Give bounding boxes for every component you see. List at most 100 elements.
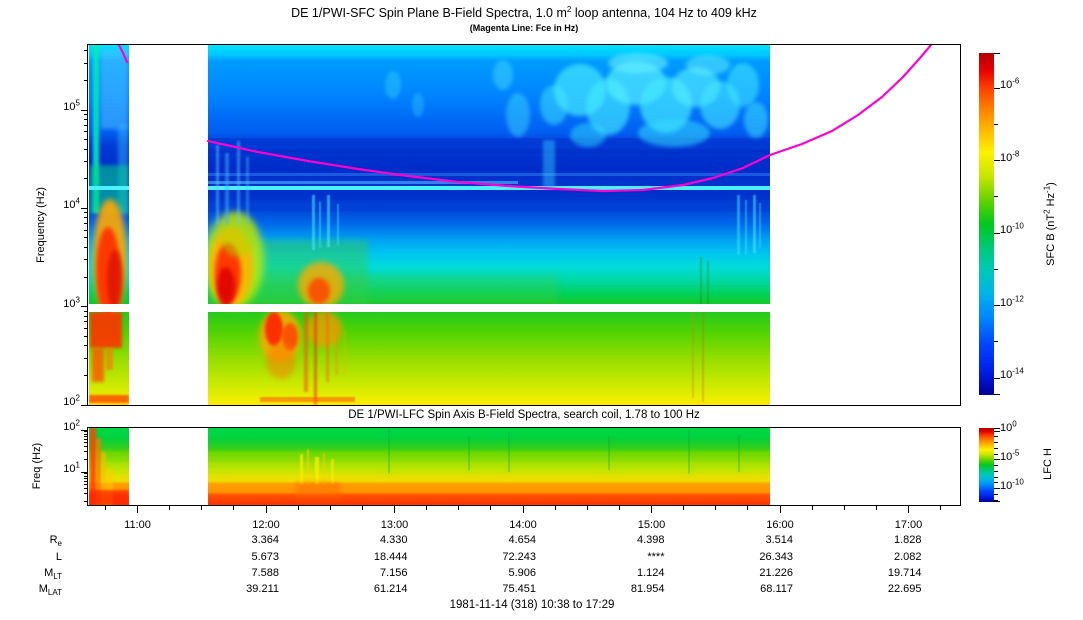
time-tick-label: 15:00 bbox=[637, 519, 666, 531]
spectrogram-feature bbox=[638, 119, 710, 147]
freq-minor-tick bbox=[84, 124, 88, 126]
spectrogram-feature bbox=[208, 275, 558, 305]
table-row-label: L bbox=[55, 551, 62, 563]
spectrogram-feature bbox=[540, 85, 568, 125]
time-minor-tick bbox=[169, 506, 171, 510]
table-cell: 81.954 bbox=[630, 583, 665, 595]
sfc-title: DE 1/PWI-SFC Spin Plane B-Field Spectra,… bbox=[291, 4, 757, 20]
time-tick-label: 12:00 bbox=[252, 519, 280, 531]
sfc-spectrogram-panel bbox=[87, 44, 961, 406]
sfc-colorbar bbox=[979, 53, 994, 395]
freq-minor-tick bbox=[84, 458, 88, 460]
table-cell: 19.714 bbox=[887, 567, 922, 579]
freq-minor-tick bbox=[84, 79, 88, 81]
exponent: -5 bbox=[1012, 448, 1020, 458]
spectrogram-feature bbox=[745, 200, 747, 255]
exponent: 0 bbox=[1012, 419, 1017, 429]
exponent: 5 bbox=[75, 98, 80, 108]
table-cell: 1.124 bbox=[636, 567, 665, 579]
time-minor-tick bbox=[715, 506, 717, 510]
freq-minor-tick bbox=[84, 148, 88, 150]
spectrogram-feature bbox=[266, 343, 296, 379]
spectrogram-feature bbox=[702, 312, 704, 402]
freq-minor-tick bbox=[84, 212, 88, 214]
time-minor-tick bbox=[618, 506, 620, 510]
exponent: -14 bbox=[1012, 366, 1024, 376]
colorbar-major-tick bbox=[994, 488, 1000, 489]
table-cell: 1.828 bbox=[893, 534, 922, 546]
spectrogram-feature bbox=[327, 195, 330, 247]
spectrogram-feature bbox=[208, 191, 770, 200]
spectrogram-feature bbox=[315, 457, 319, 484]
colorbar-major-tick bbox=[994, 87, 1000, 89]
lfc-y-axis-label: Freq (Hz) bbox=[31, 442, 43, 490]
lfc-spectrogram-panel-heatmap bbox=[89, 428, 770, 505]
exponent: -10 bbox=[1012, 476, 1024, 486]
freq-minor-tick bbox=[84, 321, 88, 323]
freq-minor-tick bbox=[84, 484, 88, 486]
spectrogram-feature bbox=[89, 186, 129, 190]
table-cell: 3.514 bbox=[765, 534, 793, 546]
spectrogram-feature bbox=[282, 323, 298, 351]
time-major-tick bbox=[137, 506, 138, 513]
table-cell: 5.906 bbox=[508, 567, 536, 579]
table-cell: 4.330 bbox=[379, 534, 408, 546]
freq-minor-tick bbox=[84, 259, 88, 261]
time-minor-tick bbox=[458, 506, 460, 510]
table-cell: 39.211 bbox=[246, 583, 279, 595]
time-major-tick bbox=[651, 506, 652, 513]
spectrogram-feature bbox=[335, 320, 338, 375]
spectrogram-feature bbox=[323, 453, 325, 484]
freq-minor-tick bbox=[84, 475, 88, 477]
time-minor-tick bbox=[426, 506, 428, 510]
colorbar-end-tick bbox=[994, 501, 1000, 502]
spectrogram-feature bbox=[90, 312, 122, 348]
freq-major-tick bbox=[81, 109, 88, 111]
spectrogram-feature bbox=[543, 140, 555, 188]
spectrogram-feature bbox=[92, 348, 104, 382]
freq-minor-tick bbox=[84, 131, 88, 133]
colorbar-minor-tick bbox=[994, 476, 998, 478]
colorbar-minor-tick bbox=[994, 341, 998, 343]
freq-minor-tick bbox=[84, 451, 88, 453]
lfc-title: DE 1/PWI-LFC Spin Axis B-Field Spectra, … bbox=[348, 409, 700, 421]
freq-minor-tick bbox=[84, 178, 88, 180]
spectrogram-feature bbox=[89, 490, 129, 505]
freq-minor-tick bbox=[84, 478, 88, 479]
freq-minor-tick bbox=[84, 276, 88, 278]
time-minor-tick bbox=[297, 506, 299, 510]
spectrogram-feature bbox=[89, 395, 129, 403]
colorbar-major-tick bbox=[994, 377, 1000, 379]
freq-minor-tick bbox=[84, 114, 88, 115]
time-tick-label: 17:00 bbox=[894, 519, 923, 531]
spectrogram-feature bbox=[412, 93, 424, 117]
colorbar-tick-label: 100 bbox=[1000, 419, 1017, 434]
time-major-tick bbox=[779, 506, 781, 513]
time-minor-tick bbox=[233, 506, 235, 510]
freq-minor-tick bbox=[84, 488, 88, 490]
spectrogram-feature bbox=[208, 149, 770, 154]
colorbar-minor-tick bbox=[994, 470, 998, 472]
spectrogram-feature bbox=[246, 157, 249, 225]
time-minor-tick bbox=[554, 506, 556, 510]
freq-minor-tick bbox=[84, 446, 88, 448]
time-tick-label: 11:00 bbox=[124, 519, 151, 531]
exponent: 2 bbox=[75, 418, 80, 428]
colorbar-end-tick bbox=[994, 428, 1000, 429]
exponent: 3 bbox=[75, 295, 80, 304]
freq-minor-tick bbox=[84, 335, 88, 337]
spectrogram-feature bbox=[208, 138, 770, 145]
time-minor-tick bbox=[683, 506, 685, 510]
colorbar-tick-label: 10-8 bbox=[1000, 148, 1020, 164]
spectrogram-feature bbox=[337, 204, 339, 246]
lfc-colorbar bbox=[979, 428, 994, 502]
freq-major-tick bbox=[81, 404, 88, 406]
table-cell: 22.695 bbox=[887, 583, 922, 595]
lfc-colorbar-label: LFC H bbox=[1042, 448, 1054, 480]
exponent: 2 bbox=[1042, 209, 1052, 214]
table-cell: 72.243 bbox=[502, 551, 536, 563]
spectrogram-feature bbox=[307, 449, 309, 484]
spectrogram-feature bbox=[608, 53, 668, 73]
spectrogram-feature bbox=[759, 203, 761, 248]
